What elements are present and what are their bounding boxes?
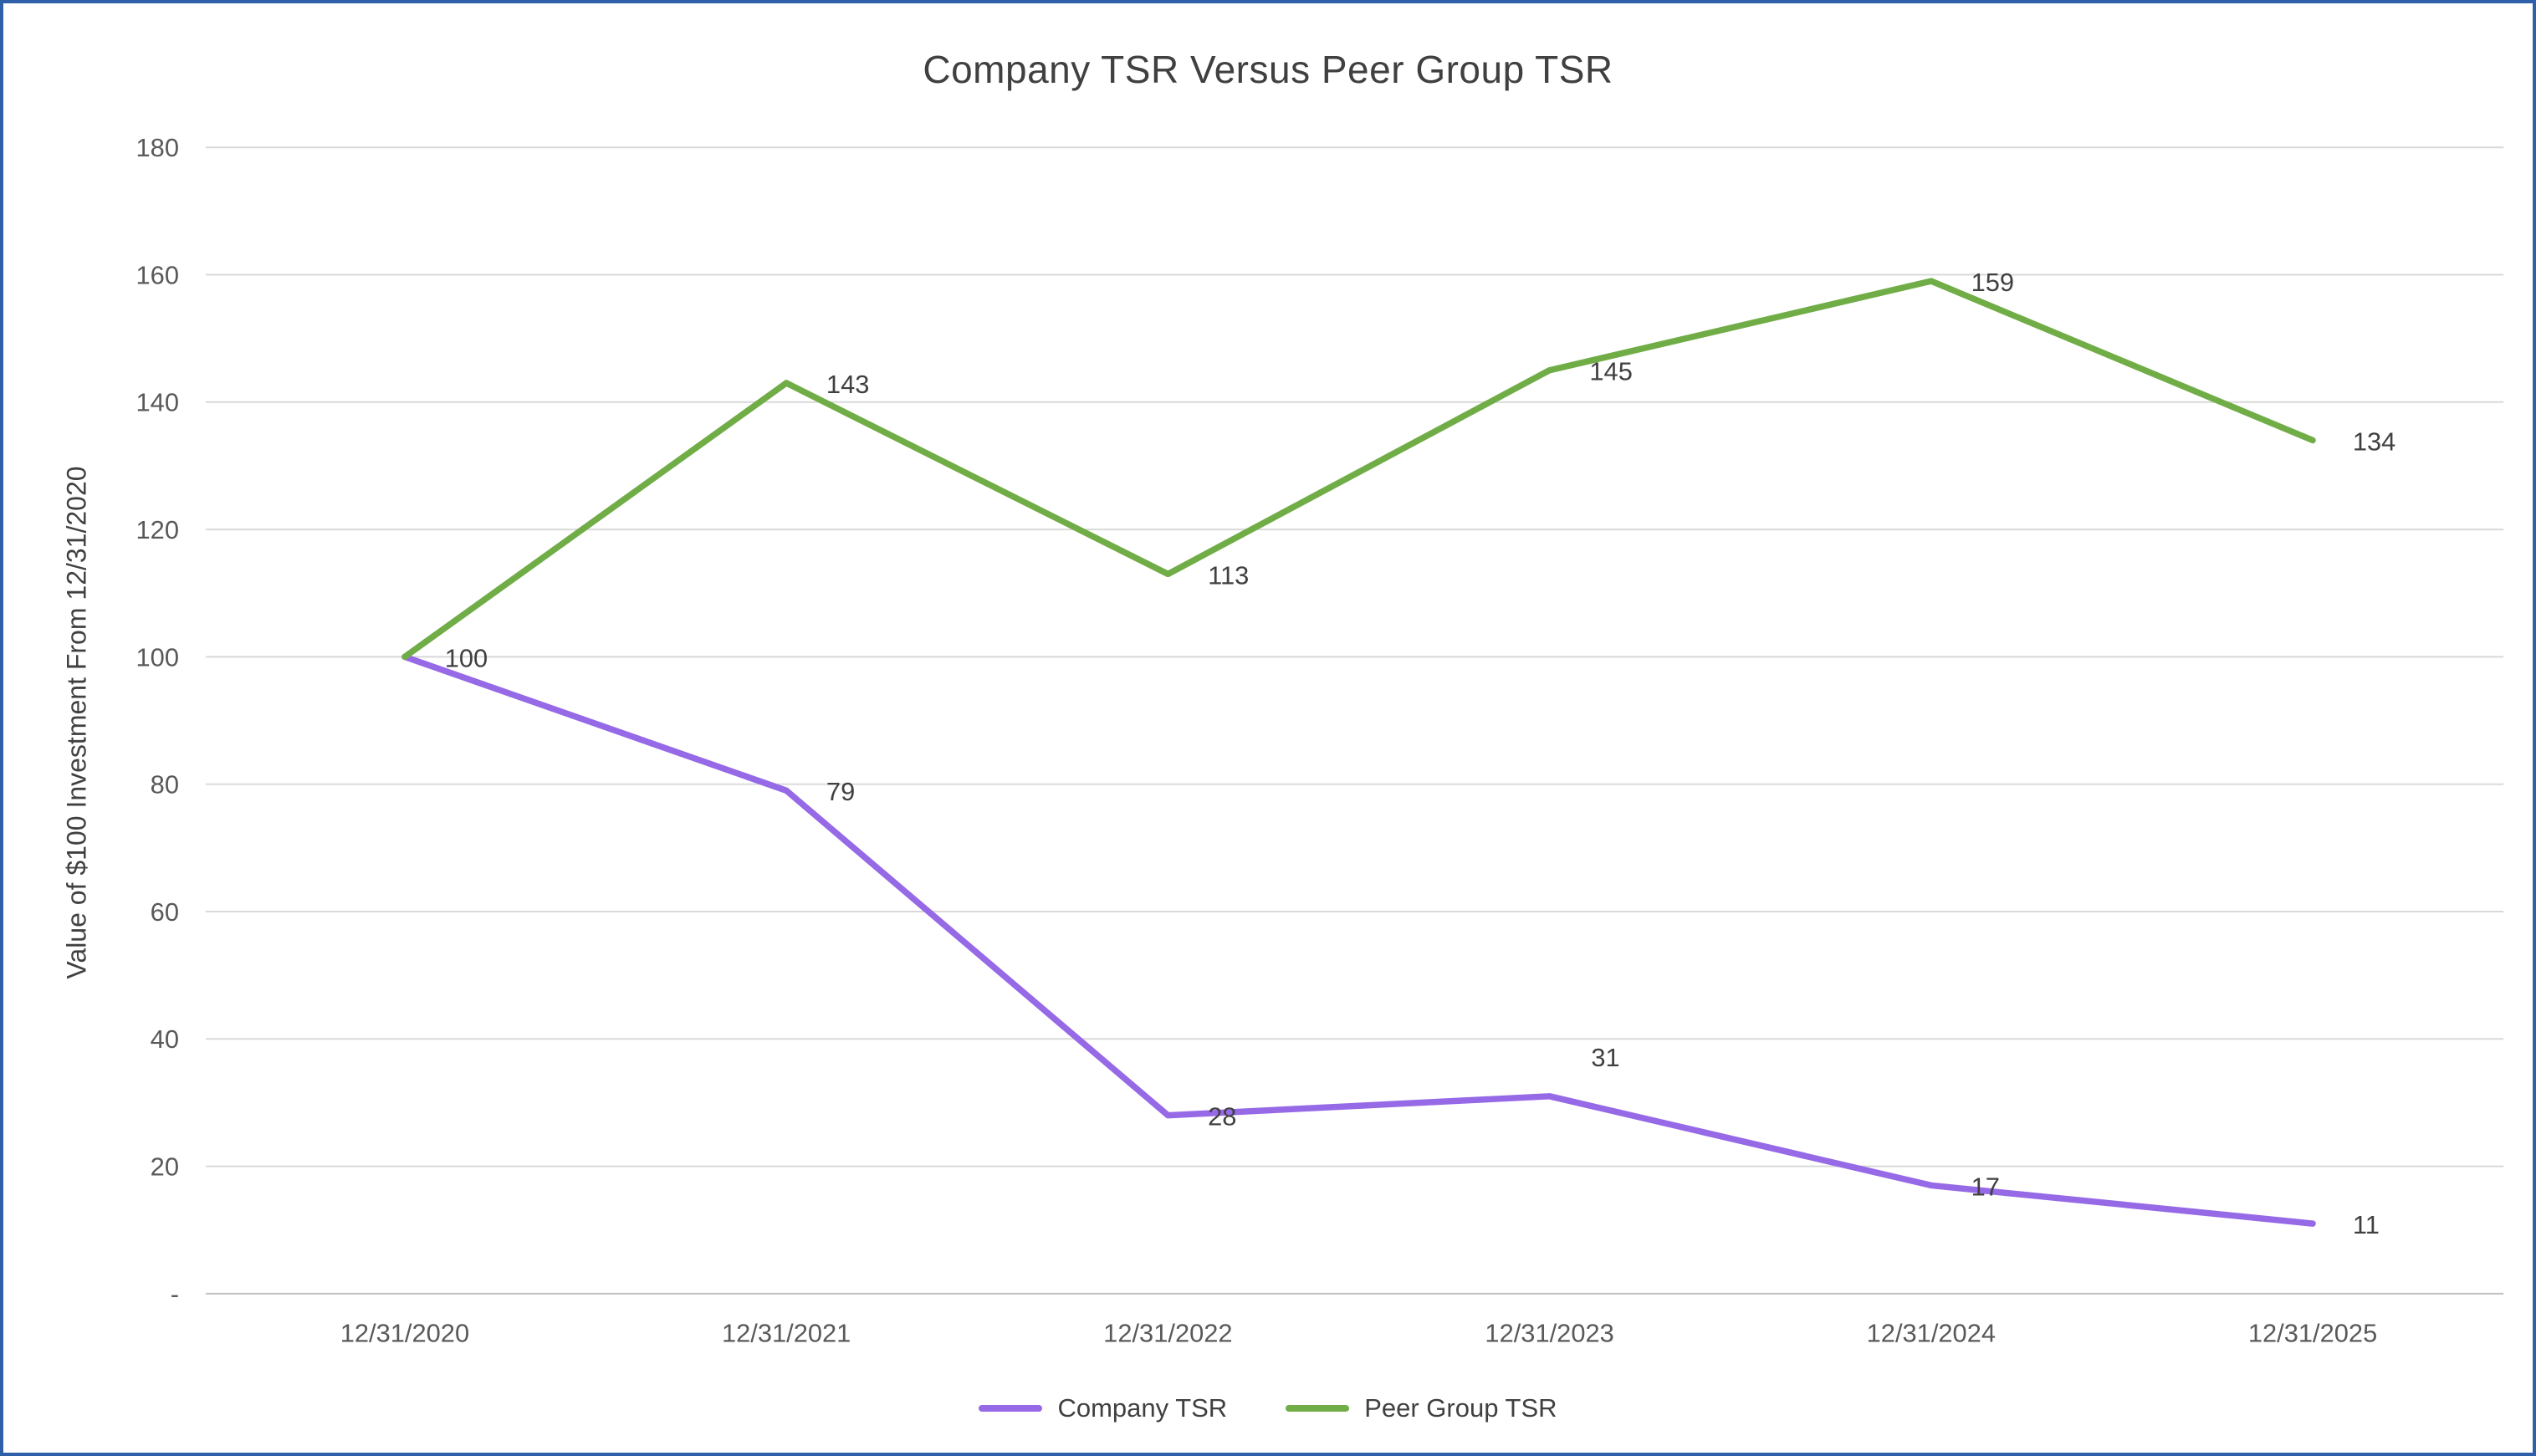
x-tick-label: 12/31/2021 bbox=[722, 1319, 851, 1348]
y-tick-label: 40 bbox=[151, 1024, 179, 1054]
x-tick-label: 12/31/2020 bbox=[340, 1319, 469, 1348]
y-tick-label: 100 bbox=[136, 642, 179, 672]
y-tick-label: - bbox=[171, 1280, 179, 1309]
data-label-series-1: 159 bbox=[1971, 268, 2014, 297]
x-tick-label: 12/31/2023 bbox=[1485, 1319, 1613, 1348]
y-tick-label: 20 bbox=[151, 1152, 179, 1182]
data-label-series-0: 31 bbox=[1591, 1043, 1619, 1072]
y-tick-label: 180 bbox=[136, 133, 179, 162]
series-line-0 bbox=[401, 653, 2316, 1227]
legend-item-peer-group-tsr[interactable]: Peer Group TSR bbox=[1286, 1393, 1557, 1423]
data-label-series-1: 145 bbox=[1589, 357, 1632, 386]
data-label-series-0: 17 bbox=[1971, 1172, 2000, 1201]
data-label-series-1: 113 bbox=[1208, 560, 1249, 590]
data-label-series-1: 143 bbox=[826, 370, 869, 399]
y-tick-label: 160 bbox=[136, 260, 179, 289]
data-label-series-0: 100 bbox=[445, 643, 488, 672]
y-tick-label: 120 bbox=[136, 515, 179, 544]
chart-title: Company TSR Versus Peer Group TSR bbox=[923, 48, 1613, 91]
x-tick-label: 12/31/2022 bbox=[1103, 1319, 1232, 1348]
series-line-1 bbox=[401, 278, 2316, 661]
x-tick-label: 12/31/2024 bbox=[1867, 1319, 1996, 1348]
data-label-series-0: 79 bbox=[826, 777, 855, 806]
data-label-series-0: 11 bbox=[2353, 1210, 2380, 1239]
legend-swatch-peer-group-tsr bbox=[1286, 1405, 1350, 1412]
legend-swatch-company-tsr bbox=[979, 1405, 1043, 1412]
legend-label-company-tsr: Company TSR bbox=[1057, 1393, 1228, 1423]
legend: Company TSR Peer Group TSR bbox=[3, 1393, 2533, 1423]
y-tick-label: 80 bbox=[151, 770, 179, 800]
data-label-series-0: 28 bbox=[1208, 1102, 1236, 1132]
y-tick-label: 140 bbox=[136, 388, 179, 417]
data-label-series-1: 134 bbox=[2353, 427, 2395, 456]
y-tick-label: 60 bbox=[151, 897, 179, 927]
x-tick-label: 12/31/2025 bbox=[2248, 1319, 2377, 1348]
legend-label-peer-group-tsr: Peer Group TSR bbox=[1364, 1393, 1557, 1423]
plot-area: - 20 40 60 80 100 120 140 160 180 12/31/2020 12/31/… bbox=[136, 133, 2504, 1348]
legend-item-company-tsr[interactable]: Company TSR bbox=[979, 1393, 1227, 1423]
